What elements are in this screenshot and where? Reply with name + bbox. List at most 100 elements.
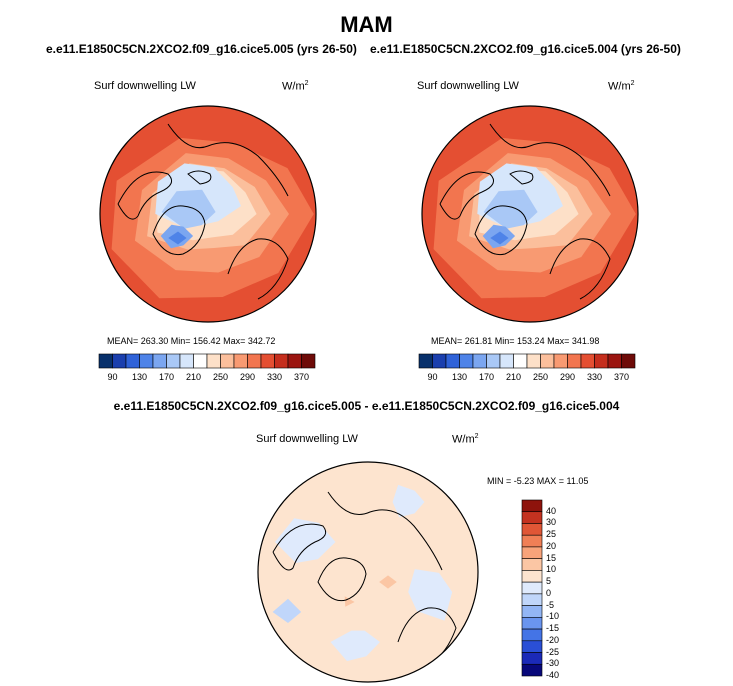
panel-3-units: W/m2	[452, 433, 479, 446]
map-border	[421, 105, 639, 323]
colorbar-tick-label: 130	[131, 372, 148, 382]
colorbar-tick-label: 370	[293, 372, 310, 382]
coastline-canada	[272, 523, 327, 571]
colorbar-box	[125, 353, 140, 369]
colorbar-box	[521, 652, 543, 665]
colorbar-box	[540, 353, 555, 369]
field-band	[258, 462, 478, 682]
colorbar-tick-label: 15	[546, 552, 557, 563]
panel-2-colorbar	[418, 353, 636, 369]
colorbar-tick-label: 5	[546, 576, 552, 587]
colorbar-tick-label: -15	[546, 623, 560, 634]
colorbar-box	[220, 353, 235, 369]
colorbar-tick-label: 290	[559, 372, 576, 382]
field-band	[272, 598, 302, 623]
colorbar-box	[521, 534, 543, 548]
panel-1-title: e.e11.E1850C5CN.2XCO2.f09_g16.cice5.005 …	[46, 42, 357, 56]
colorbar-box	[233, 353, 248, 369]
panel-2-title: e.e11.E1850C5CN.2XCO2.f09_g16.cice5.004 …	[370, 42, 681, 56]
page-title: MAM	[340, 12, 393, 37]
field-band	[275, 518, 336, 563]
field-band	[392, 484, 425, 518]
map-border	[99, 105, 317, 323]
panel-3-stats: MIN = -5.23 MAX = 11.05	[487, 476, 589, 486]
coastline-europe	[549, 238, 611, 300]
coastline-greenland	[317, 557, 367, 602]
colorbar-tick-label: 170	[158, 372, 175, 382]
field-band	[483, 189, 538, 229]
coastline-siberia	[489, 123, 611, 197]
colorbar-box	[567, 353, 582, 369]
colorbar-box	[594, 353, 609, 369]
colorbar-tick-label: 90	[427, 372, 438, 382]
colorbar-tick-label: 210	[185, 372, 202, 382]
coastline-greenland	[152, 205, 206, 256]
coastline-canada	[439, 171, 495, 220]
colorbar-tick-label: 10	[546, 564, 557, 575]
coastline-siberia	[167, 123, 289, 197]
field-band	[379, 575, 397, 589]
colorbar-box	[472, 353, 487, 369]
panel-3-colorbar	[521, 499, 543, 677]
map-field	[258, 462, 478, 682]
colorbar-tick-label: 30	[546, 517, 557, 528]
colorbar-tick-label: -10	[546, 611, 560, 622]
panel-1-polar-map	[99, 105, 317, 323]
panel-2-colorbar-ticks: 90 130 170 210 250 290 330 370	[419, 372, 635, 384]
panel-3-variable: Surf downwelling LW	[256, 433, 358, 445]
colorbar-box	[621, 353, 636, 369]
coastline-island	[509, 170, 534, 185]
colorbar-tick-label: 250	[212, 372, 229, 382]
colorbar-tick-label: 40	[546, 505, 557, 516]
colorbar-box	[521, 663, 543, 677]
colorbar-box	[521, 511, 543, 524]
colorbar-box	[274, 353, 289, 369]
colorbar-box	[521, 617, 543, 630]
colorbar-box	[179, 353, 194, 369]
colorbar-tick-label: 250	[532, 372, 549, 382]
colorbar-box	[260, 353, 275, 369]
coastline-greenland	[474, 205, 528, 256]
panel-2-stats: MEAN= 261.81 Min= 153.24 Max= 341.98	[431, 336, 600, 346]
colorbar-box	[139, 353, 154, 369]
coastline-canada	[117, 171, 173, 220]
panel-3-polar-map	[257, 461, 479, 683]
colorbar-box	[521, 499, 543, 513]
field-band	[330, 630, 380, 662]
field-band	[408, 569, 453, 621]
panel-1-units: W/m2	[282, 80, 309, 93]
panel-1-colorbar-ticks: 90 130 170 210 250 290 330 370	[99, 372, 315, 384]
colorbar-tick-label: -40	[546, 670, 560, 680]
colorbar-box	[607, 353, 622, 369]
colorbar-tick-label: 330	[266, 372, 283, 382]
colorbar-box	[287, 353, 302, 369]
colorbar-box	[521, 640, 543, 653]
panel-1-stats: MEAN= 263.30 Min= 156.42 Max= 342.72	[107, 336, 276, 346]
colorbar-tick-label: 330	[586, 372, 603, 382]
colorbar-box	[486, 353, 501, 369]
map-border	[257, 461, 479, 683]
colorbar-box	[526, 353, 541, 369]
colorbar-box	[418, 353, 433, 369]
colorbar-box	[206, 353, 221, 369]
map-field	[422, 106, 638, 322]
panel-1-colorbar	[98, 353, 316, 369]
colorbar-box	[521, 523, 543, 536]
colorbar-box	[513, 353, 528, 369]
field-band	[344, 596, 355, 607]
coastline-island	[187, 170, 212, 185]
coastline-europe	[227, 238, 289, 300]
colorbar-box	[521, 546, 543, 559]
field-band	[490, 231, 509, 245]
colorbar-box	[521, 605, 543, 618]
panel-1-variable: Surf downwelling LW	[94, 80, 196, 92]
panel-2-units: W/m2	[608, 80, 635, 93]
panel-2-polar-map	[421, 105, 639, 323]
colorbar-box	[166, 353, 181, 369]
colorbar-box	[432, 353, 447, 369]
colorbar-tick-label: 25	[546, 529, 557, 540]
colorbar-tick-label: 20	[546, 540, 557, 551]
colorbar-tick-label: -30	[546, 658, 560, 669]
colorbar-tick-label: 210	[505, 372, 522, 382]
colorbar-box	[553, 353, 568, 369]
